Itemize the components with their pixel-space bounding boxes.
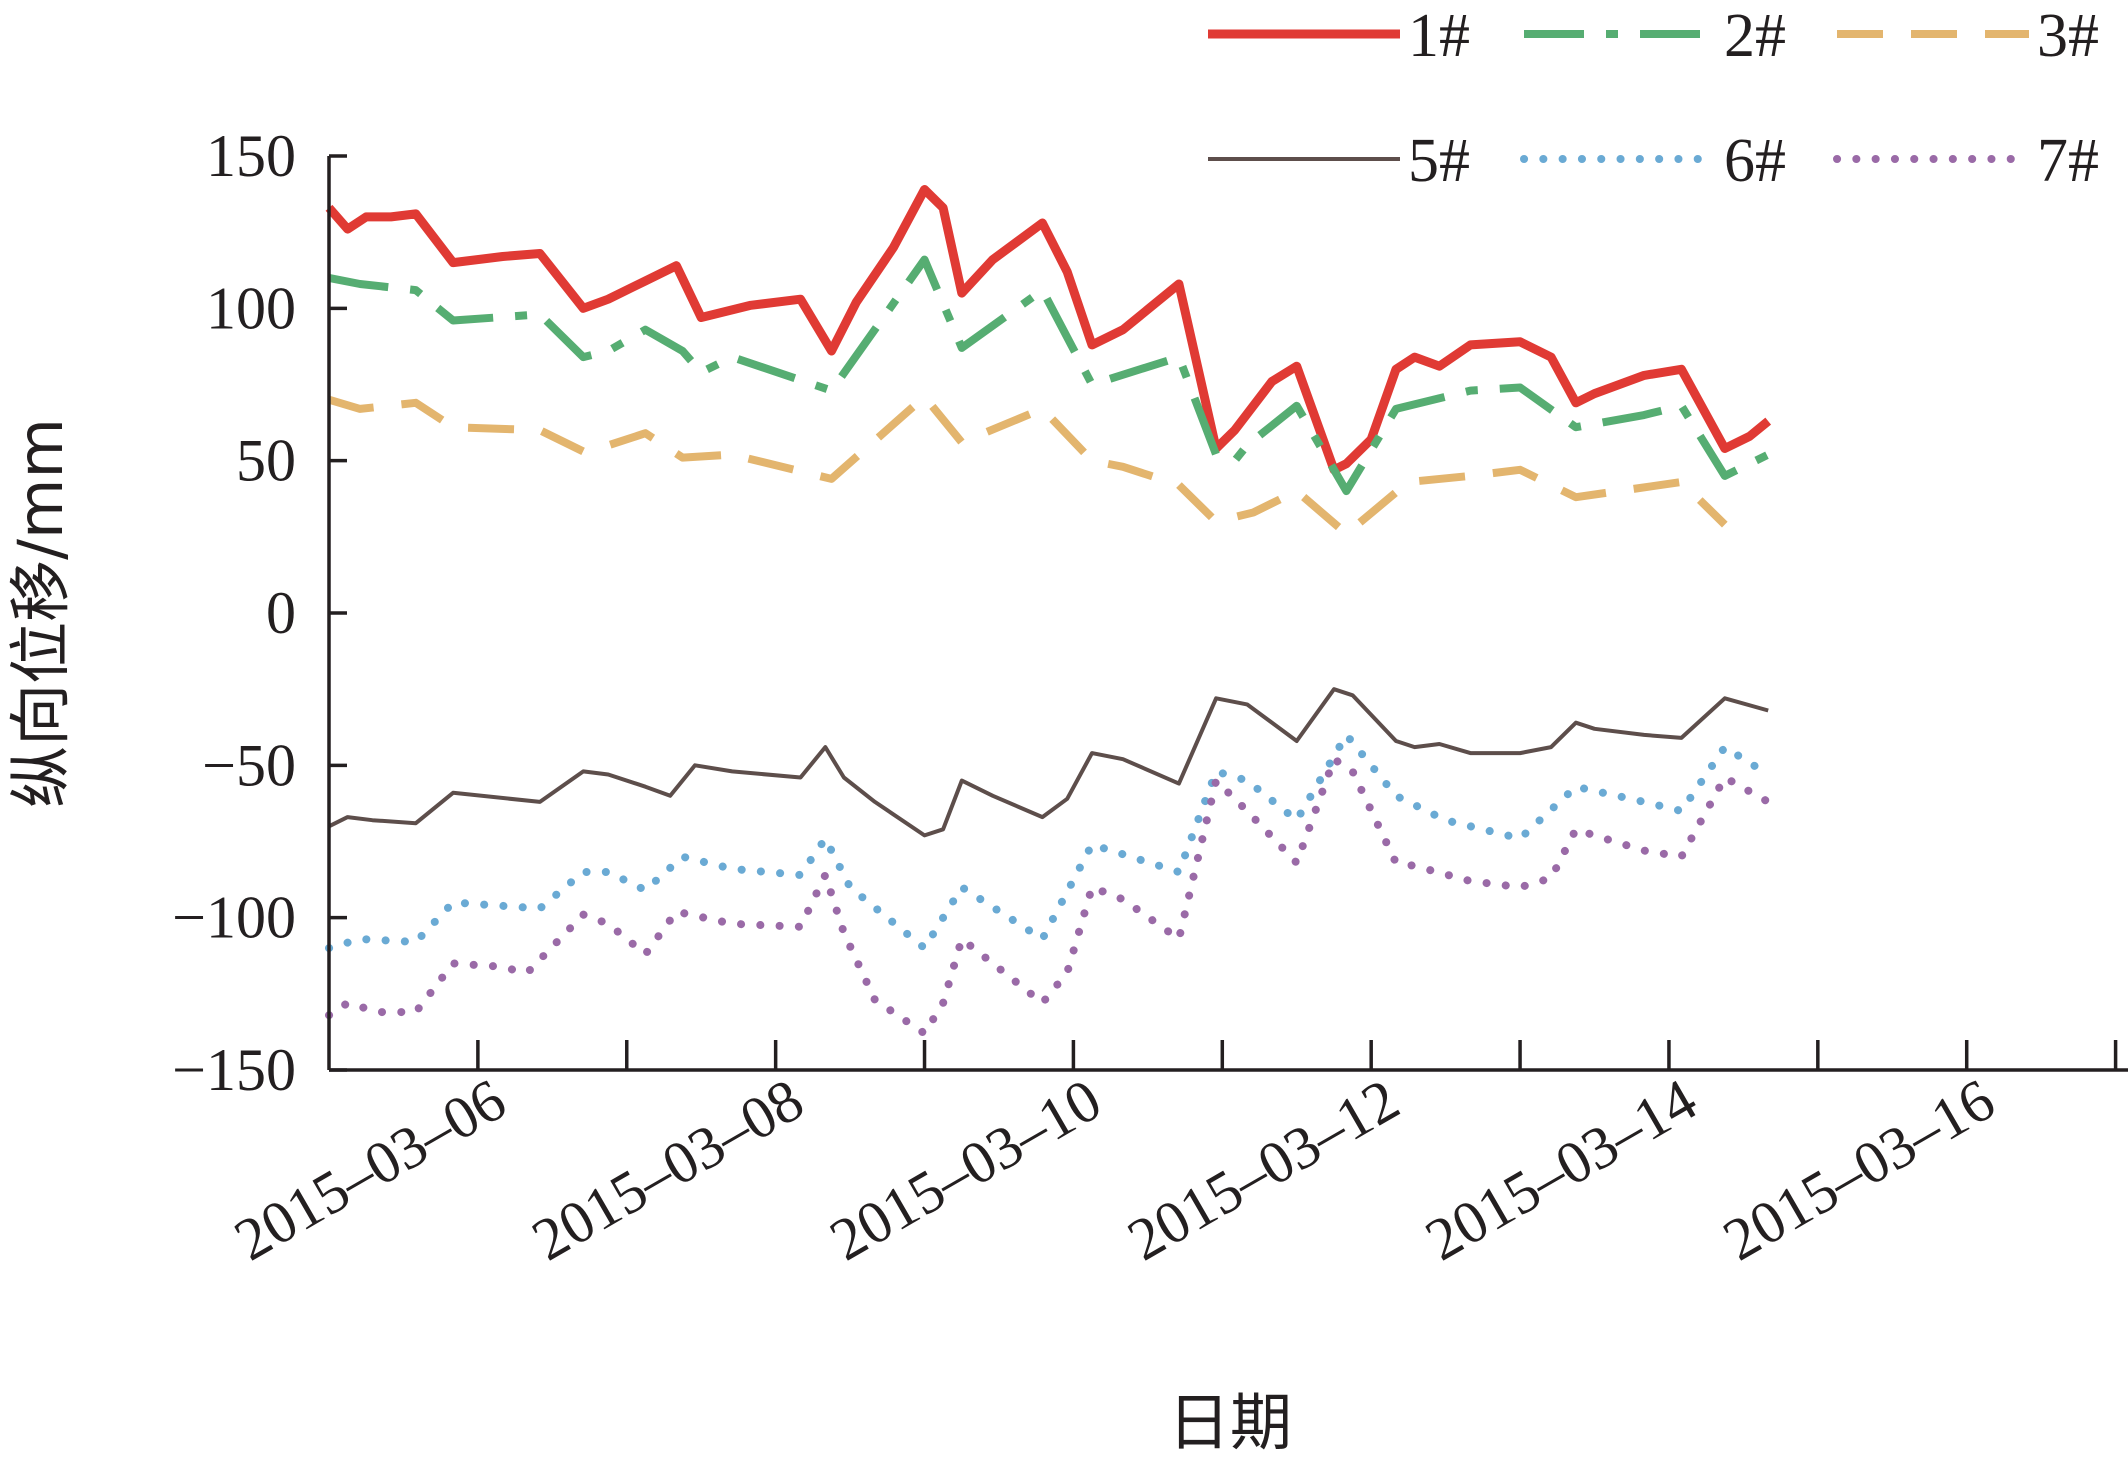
y-tick-label: −50 (202, 732, 296, 798)
series-line-1 (325, 185, 1772, 475)
x-tick-label: 2015–03–12 (1117, 1066, 1410, 1273)
x-axis-title: 日期 (1168, 1386, 1292, 1457)
legend: 1# 2# 3# 5# 6# 7# (1208, 2, 2099, 195)
x-tick-label: 2015–03–08 (521, 1066, 814, 1273)
series-line-5 (328, 687, 1769, 838)
x-tick-label: 2015–03–10 (819, 1066, 1112, 1273)
y-axis-title: 纵向位移/mm (4, 418, 77, 808)
y-tick-label: −150 (172, 1037, 296, 1103)
legend-label-7: 7# (2037, 127, 2099, 195)
series-line-2 (328, 255, 1770, 496)
legend-label-3: 3# (2037, 2, 2099, 70)
x-tick-label: 2015–03–16 (1712, 1066, 2005, 1273)
series-layer (325, 185, 1773, 1038)
x-ticks: 2015–03–06 2015–03–08 2015–03–10 2015–03–12… (224, 1040, 2118, 1273)
x-tick-label: 2015–03–14 (1415, 1066, 1708, 1273)
legend-label-2: 2# (1724, 2, 1786, 70)
axes-layer (327, 156, 2128, 1072)
legend-label-1: 1# (1408, 2, 1470, 70)
y-tick-label: 150 (206, 123, 296, 189)
y-ticks: 150 100 50 0 −50 −100 −150 (172, 123, 347, 1103)
series-line-6 (325, 730, 1773, 953)
legend-label-5: 5# (1408, 127, 1470, 195)
y-tick-label: −100 (172, 885, 296, 951)
legend-label-6: 6# (1724, 127, 1786, 195)
y-tick-label: 50 (236, 428, 296, 494)
y-tick-label: 100 (206, 275, 296, 341)
y-tick-label: 0 (266, 580, 296, 646)
series-line-3 (327, 392, 1728, 538)
